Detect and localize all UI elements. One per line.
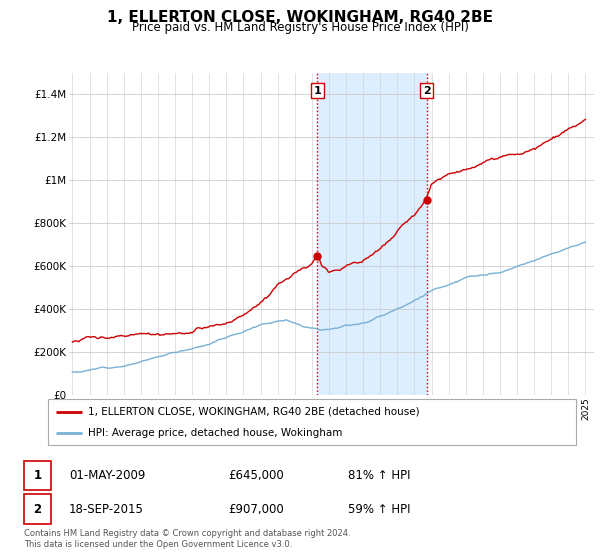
Text: 59% ↑ HPI: 59% ↑ HPI — [348, 502, 410, 516]
Text: 2: 2 — [423, 86, 431, 96]
Text: 81% ↑ HPI: 81% ↑ HPI — [348, 469, 410, 482]
Text: HPI: Average price, detached house, Wokingham: HPI: Average price, detached house, Woki… — [88, 428, 342, 438]
FancyBboxPatch shape — [48, 399, 576, 445]
Text: 1: 1 — [34, 469, 41, 482]
Text: £645,000: £645,000 — [228, 469, 284, 482]
Text: 1: 1 — [314, 86, 322, 96]
Text: £907,000: £907,000 — [228, 502, 284, 516]
Text: 18-SEP-2015: 18-SEP-2015 — [69, 502, 144, 516]
Text: 2: 2 — [34, 502, 41, 516]
Text: 1, ELLERTON CLOSE, WOKINGHAM, RG40 2BE: 1, ELLERTON CLOSE, WOKINGHAM, RG40 2BE — [107, 10, 493, 25]
Text: 1, ELLERTON CLOSE, WOKINGHAM, RG40 2BE (detached house): 1, ELLERTON CLOSE, WOKINGHAM, RG40 2BE (… — [88, 407, 419, 417]
Text: Price paid vs. HM Land Registry's House Price Index (HPI): Price paid vs. HM Land Registry's House … — [131, 21, 469, 34]
Bar — [317, 73, 427, 395]
Text: 01-MAY-2009: 01-MAY-2009 — [69, 469, 145, 482]
Text: Contains HM Land Registry data © Crown copyright and database right 2024.
This d: Contains HM Land Registry data © Crown c… — [24, 529, 350, 549]
